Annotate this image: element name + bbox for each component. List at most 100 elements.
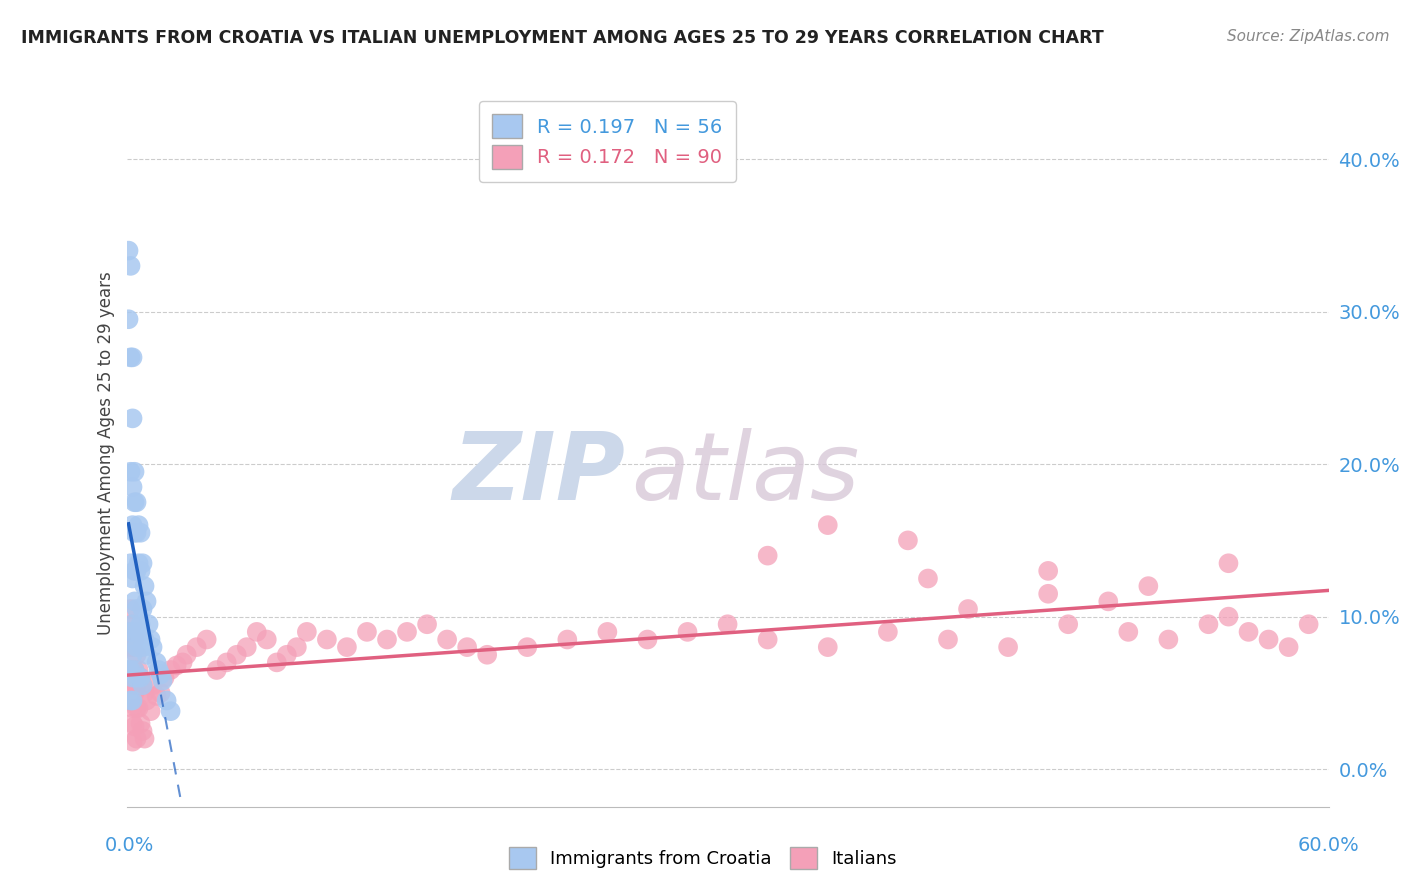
Point <box>756 632 779 647</box>
Point <box>416 617 439 632</box>
Point <box>121 701 143 715</box>
Point <box>817 518 839 533</box>
Point <box>121 671 143 685</box>
Legend: Immigrants from Croatia, Italians: Immigrants from Croatia, Italians <box>501 838 905 879</box>
Point <box>997 640 1019 654</box>
Point <box>129 671 152 685</box>
Point <box>121 351 143 365</box>
Point <box>125 495 148 509</box>
Point <box>121 663 143 677</box>
Point <box>124 525 146 540</box>
Point <box>125 602 148 616</box>
Point <box>125 525 148 540</box>
Point <box>135 693 157 707</box>
Point <box>636 632 658 647</box>
Point <box>877 624 900 639</box>
Point <box>456 640 478 654</box>
Point <box>246 624 269 639</box>
Point <box>120 693 142 707</box>
Point <box>186 640 208 654</box>
Point <box>205 663 228 677</box>
Point <box>129 671 152 685</box>
Point <box>131 724 153 739</box>
Point <box>121 617 143 632</box>
Point <box>131 556 153 570</box>
Point <box>128 663 150 677</box>
Point <box>134 731 156 746</box>
Point <box>131 678 153 692</box>
Point <box>475 648 498 662</box>
Point <box>266 656 288 670</box>
Point <box>716 617 740 632</box>
Point <box>121 648 143 662</box>
Point <box>120 602 142 616</box>
Point <box>120 693 142 707</box>
Point <box>1218 556 1240 570</box>
Point <box>128 556 150 570</box>
Point <box>315 632 337 647</box>
Point <box>1097 594 1119 608</box>
Point <box>436 632 458 647</box>
Point <box>124 719 146 733</box>
Point <box>129 564 152 578</box>
Point <box>375 632 398 647</box>
Point <box>124 465 146 479</box>
Point <box>149 667 172 681</box>
Point <box>1137 579 1160 593</box>
Point <box>1237 624 1260 639</box>
Point <box>139 632 162 647</box>
Point <box>120 663 142 677</box>
Text: Source: ZipAtlas.com: Source: ZipAtlas.com <box>1226 29 1389 44</box>
Point <box>131 640 153 654</box>
Point <box>152 673 174 688</box>
Point <box>121 716 143 731</box>
Text: ZIP: ZIP <box>453 428 626 520</box>
Point <box>1118 624 1140 639</box>
Point <box>134 632 156 647</box>
Point <box>124 594 146 608</box>
Point <box>125 731 148 746</box>
Point <box>121 734 143 748</box>
Point <box>134 579 156 593</box>
Point <box>124 564 146 578</box>
Point <box>897 533 920 548</box>
Point <box>121 617 143 632</box>
Point <box>134 686 156 700</box>
Y-axis label: Unemployment Among Ages 25 to 29 years: Unemployment Among Ages 25 to 29 years <box>97 271 115 634</box>
Point <box>128 701 150 715</box>
Point <box>125 564 148 578</box>
Point <box>120 351 142 365</box>
Point <box>129 617 152 632</box>
Point <box>159 663 181 677</box>
Point <box>120 663 142 677</box>
Point <box>138 617 160 632</box>
Point <box>124 632 146 647</box>
Point <box>172 656 194 670</box>
Point <box>117 312 139 326</box>
Point <box>176 648 198 662</box>
Point <box>120 624 142 639</box>
Point <box>149 686 172 700</box>
Point <box>117 663 139 677</box>
Point <box>956 602 979 616</box>
Point <box>135 648 157 662</box>
Text: IMMIGRANTS FROM CROATIA VS ITALIAN UNEMPLOYMENT AMONG AGES 25 TO 29 YEARS CORREL: IMMIGRANTS FROM CROATIA VS ITALIAN UNEMP… <box>21 29 1104 46</box>
Point <box>276 648 298 662</box>
Point <box>396 624 419 639</box>
Point <box>148 663 170 677</box>
Point <box>117 624 139 639</box>
Point <box>120 640 142 654</box>
Point <box>125 678 148 692</box>
Point <box>756 549 779 563</box>
Point <box>1298 617 1320 632</box>
Text: atlas: atlas <box>631 428 859 519</box>
Point <box>125 701 148 715</box>
Point <box>125 648 148 662</box>
Text: 0.0%: 0.0% <box>104 836 155 855</box>
Point <box>1038 587 1060 601</box>
Point <box>121 411 143 425</box>
Point <box>120 465 142 479</box>
Point <box>166 658 188 673</box>
Point <box>121 678 143 692</box>
Point <box>124 632 146 647</box>
